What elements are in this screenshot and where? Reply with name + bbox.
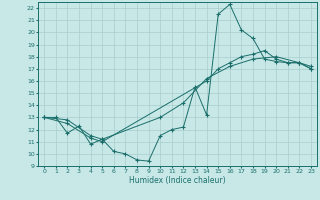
X-axis label: Humidex (Indice chaleur): Humidex (Indice chaleur)	[129, 176, 226, 185]
